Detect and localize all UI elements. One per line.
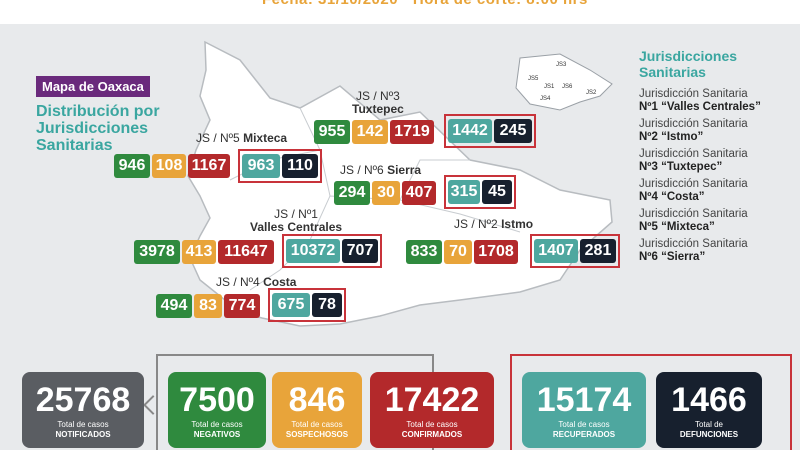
jurisdiction-label: JS / Nº1 Valles Centrales [250,207,343,234]
confirmados-box: 1708 [474,240,518,264]
negativos-box: 955 [314,120,350,144]
outcome-frame [268,288,346,322]
defunciones-box: 110 [282,154,318,178]
jurisdiction-label: JS / Nº3 Tuxtepec [352,89,404,116]
recuperados-box: 1442 [448,119,492,143]
defunciones-box: 245 [494,119,532,143]
negativos-box: 3978 [134,240,180,264]
sospechosos-box: 142 [352,120,388,144]
total-card-notificados: 25768 Total de casos NOTIFICADOS [22,372,144,448]
outcome-frame [238,149,322,183]
legend-title: Jurisdicciones Sanitarias [639,48,738,80]
defunciones-box: 78 [312,293,342,317]
sospechosos-box: 83 [194,294,222,318]
recuperados-box: 675 [272,293,310,317]
minimap-label: JS2 [586,90,597,96]
defunciones-box: 281 [580,239,616,263]
total-card-defunciones: 1466 Total de DEFUNCIONES [656,372,762,448]
minimap-label: JS4 [540,96,551,102]
map-subtitle: Distribución por Jurisdicciones Sanitari… [36,103,160,154]
minimap-label: JS6 [562,84,573,90]
confirmados-box: 1719 [390,120,434,144]
map-internal-lines [229,107,521,291]
minimap-label: JS5 [528,76,539,82]
defunciones-box: 707 [342,239,378,263]
total-card-recuperados: 15174 Total de casos RECUPERADOS [522,372,646,448]
minimap-label: JS3 [556,62,567,68]
sospechosos-box: 30 [372,181,400,205]
total-card-negativos: 7500 Total de casos NEGATIVOS [168,372,266,448]
jurisdiction-label: JS / Nº2 Istmo [454,217,534,231]
outcome-frame [444,114,536,148]
recuperados-box: 315 [448,180,480,204]
negativos-box: 946 [114,154,150,178]
negativos-box: 833 [406,240,442,264]
outcome-frame [530,234,620,268]
legend-item: Jurisdicción Sanitaria Nº5 “Mixteca” [639,208,748,233]
sospechosos-box: 413 [182,240,216,264]
confirmados-box: 1167 [188,154,230,178]
map-title-tag: Mapa de Oaxaca [36,76,150,97]
minimap-shape [515,53,613,111]
legend-item: Jurisdicción Sanitaria Nº1 “Valles Centra… [639,88,761,113]
header-text: Fecha: 31/10/2020 · Hora de corte: 8:00 … [262,0,588,8]
recuperados-box: 10372 [286,239,340,263]
negativos-box: 494 [156,294,192,318]
legend-item: Jurisdicción Sanitaria Nº3 “Tuxtepec” [639,148,748,173]
header-bar: Fecha: 31/10/2020 · Hora de corte: 8:00 … [0,0,800,12]
recuperados-box: 963 [242,154,280,178]
outcome-frame [444,175,516,209]
negativos-box: 294 [334,181,370,205]
sospechosos-box: 108 [152,154,186,178]
defunciones-box: 45 [482,180,512,204]
total-card-sospechosos: 846 Total de casos SOSPECHOSOS [272,372,362,448]
minimap-label: JS1 [544,84,555,90]
sospechosos-box: 70 [444,240,472,264]
confirmados-box: 774 [224,294,260,318]
recuperados-box: 1407 [534,239,578,263]
confirmados-box: 407 [402,181,436,205]
jurisdiction-label: JS / Nº4 Costa [216,275,297,289]
jurisdiction-label: JS / Nº6 Sierra [340,163,422,177]
legend-item: Jurisdicción Sanitaria Nº6 “Sierra” [639,238,748,263]
total-card-confirmados: 17422 Total de casos CONFIRMADOS [370,372,494,448]
outcome-frame [282,234,382,268]
legend-item: Jurisdicción Sanitaria Nº2 “Istmo” [639,118,748,143]
confirmados-box: 11647 [218,240,274,264]
outcomes-group-outline [510,354,792,450]
jurisdiction-label: JS / Nº5 Mixteca [196,131,288,145]
legend-item: Jurisdicción Sanitaria Nº4 “Costa” [639,178,748,203]
